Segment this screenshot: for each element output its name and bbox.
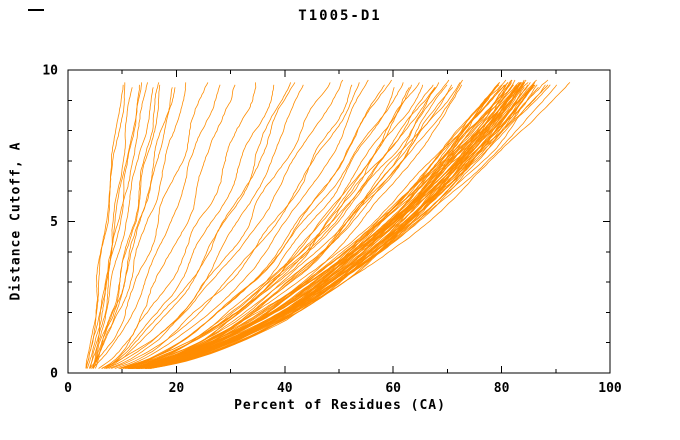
model-curve bbox=[127, 79, 463, 369]
model-curve bbox=[85, 84, 124, 369]
model-curve bbox=[119, 84, 434, 369]
model-curve bbox=[148, 87, 525, 369]
model-curve bbox=[129, 79, 527, 369]
model-curve bbox=[89, 84, 140, 369]
x-axis-label: Percent of Residues (CA) bbox=[234, 398, 446, 413]
model-curve bbox=[136, 84, 549, 369]
model-curve bbox=[106, 82, 291, 369]
chart-title: T1005-D1 bbox=[298, 8, 382, 24]
model-curve bbox=[123, 84, 453, 369]
model-curve bbox=[93, 82, 187, 369]
y-tick-label: 0 bbox=[50, 367, 58, 382]
model-curve bbox=[89, 82, 209, 369]
x-tick-label: 100 bbox=[598, 381, 622, 396]
model-curve bbox=[104, 82, 296, 369]
model-curve bbox=[85, 82, 142, 369]
model-curve bbox=[132, 87, 533, 369]
model-curve bbox=[88, 87, 154, 369]
model-curve bbox=[94, 87, 176, 369]
y-tick-label: 10 bbox=[42, 64, 58, 79]
model-curve bbox=[111, 82, 360, 369]
x-tick-label: 20 bbox=[169, 381, 185, 396]
model-curve bbox=[92, 82, 160, 369]
model-curve bbox=[85, 82, 126, 369]
model-curve bbox=[141, 82, 571, 369]
model-curve bbox=[129, 79, 507, 369]
model-curve bbox=[130, 82, 523, 369]
model-curve bbox=[92, 87, 133, 369]
model-curve bbox=[134, 87, 410, 369]
model-curve bbox=[92, 84, 161, 369]
x-tick-label: 80 bbox=[494, 381, 510, 396]
model-curve bbox=[128, 84, 515, 369]
model-curve bbox=[139, 87, 521, 369]
model-curve bbox=[129, 84, 412, 369]
model-curve bbox=[136, 79, 513, 369]
model-curves bbox=[85, 79, 571, 369]
model-curve bbox=[137, 84, 463, 369]
model-curve bbox=[92, 84, 221, 369]
model-curve bbox=[124, 84, 385, 369]
model-curve bbox=[114, 84, 353, 369]
model-curve bbox=[104, 84, 275, 369]
x-tick-label: 40 bbox=[277, 381, 293, 396]
model-curve bbox=[147, 84, 535, 369]
model-curve bbox=[98, 84, 236, 369]
model-curve bbox=[86, 82, 148, 369]
model-curve bbox=[130, 82, 522, 369]
model-curve bbox=[132, 84, 505, 369]
model-curve bbox=[129, 84, 514, 369]
model-curve bbox=[135, 79, 450, 369]
model-curve bbox=[122, 82, 420, 369]
model-curve bbox=[136, 84, 535, 369]
model-curve bbox=[129, 87, 395, 369]
model-curve bbox=[135, 82, 509, 369]
model-curve bbox=[108, 79, 344, 369]
model-curve bbox=[118, 79, 369, 369]
corner-mark bbox=[28, 9, 44, 11]
model-curve bbox=[131, 84, 500, 369]
x-tick-label: 0 bbox=[64, 381, 72, 396]
y-tick-label: 5 bbox=[50, 215, 58, 230]
x-tick-label: 60 bbox=[385, 381, 401, 396]
model-curve bbox=[132, 84, 509, 369]
model-curve bbox=[106, 84, 304, 369]
model-curve bbox=[119, 87, 436, 369]
model-curve bbox=[144, 87, 496, 369]
model-curve bbox=[146, 84, 520, 369]
model-curve bbox=[91, 87, 173, 369]
model-curve bbox=[101, 82, 257, 369]
